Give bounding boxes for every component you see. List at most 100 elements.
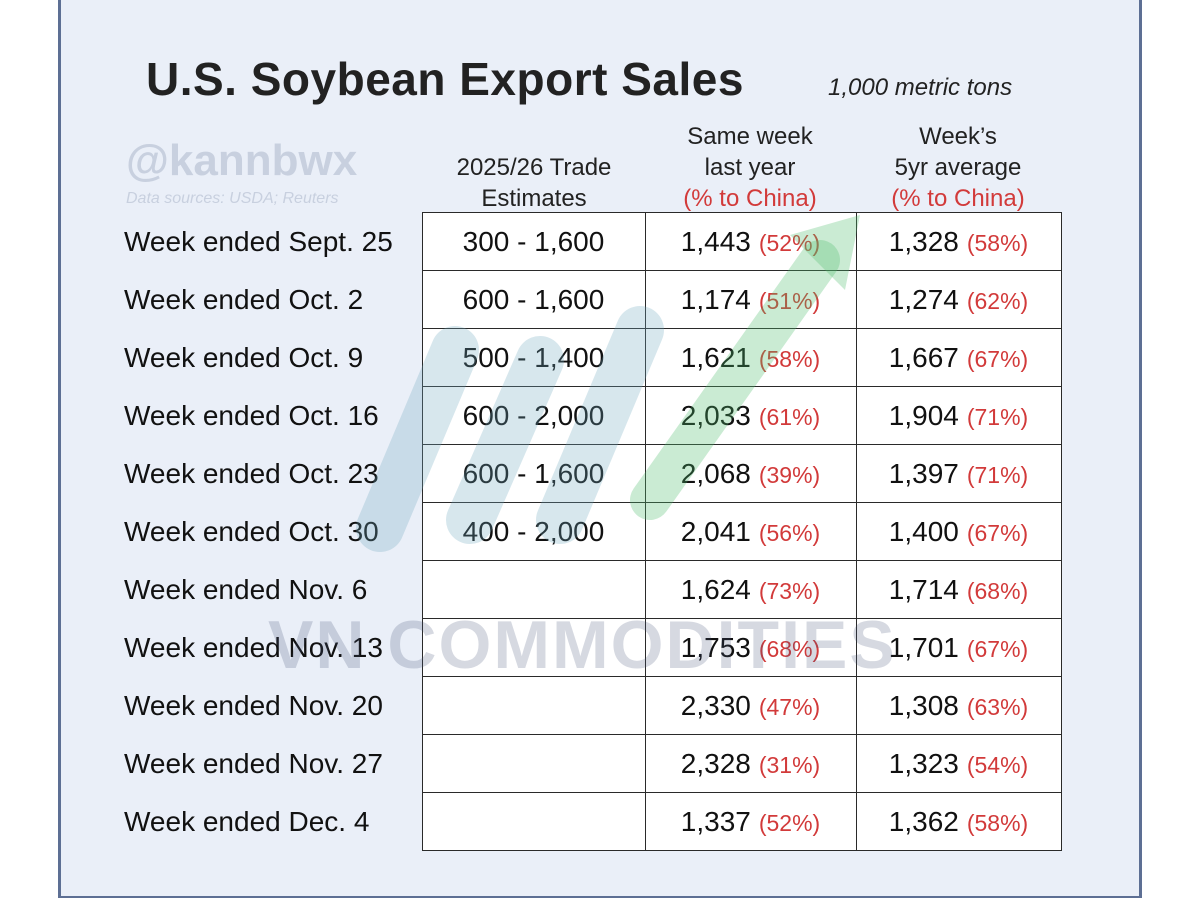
last-year-cell: 2,068 (39%) (644, 444, 857, 503)
column-header-subline: (% to China) (683, 185, 817, 212)
last-year-value: 2,330 (680, 689, 751, 721)
last-year-china-pct: (52%) (758, 809, 821, 836)
five-year-avg-cell: 1,904 (71%) (855, 386, 1062, 445)
last-year-value: 1,624 (680, 573, 751, 605)
five-year-avg-value: 1,714 (888, 573, 959, 605)
week-label: Week ended Oct. 9 (124, 341, 364, 373)
five-year-avg-value: 1,274 (888, 283, 959, 315)
table-row: Week ended Nov. 20 2,330 (47%) 1,308 (63%) (120, 676, 1062, 735)
week-label: Week ended Nov. 13 (124, 631, 383, 663)
watermark-handle: @kannbwx (126, 136, 358, 185)
column-header-last-year: Same week last year (% to China) (646, 121, 854, 214)
last-year-china-pct: (58%) (758, 345, 821, 372)
five-year-avg-value: 1,400 (888, 515, 959, 547)
table-row: Week ended Nov. 6 1,624 (73%) 1,714 (68%) (120, 560, 1062, 619)
column-header-estimates: 2025/26 Trade Estimates (424, 152, 644, 214)
last-year-cell: 2,330 (47%) (644, 676, 857, 735)
table-row: Week ended Nov. 27 2,328 (31%) 1,323 (54%) (120, 734, 1062, 793)
last-year-value: 1,337 (680, 805, 751, 837)
column-header-line: 5yr average (894, 154, 1022, 181)
five-year-avg-value: 1,362 (888, 805, 959, 837)
week-label: Week ended Oct. 16 (124, 399, 379, 431)
last-year-value: 2,328 (680, 747, 751, 779)
export-sales-table: Week ended Sept. 25 300 - 1,600 1,443 (52%)… (120, 212, 1062, 851)
last-year-china-pct: (73%) (758, 577, 821, 604)
last-year-value: 1,174 (680, 283, 751, 315)
last-year-value: 2,033 (681, 400, 751, 431)
last-year-cell: 1,624 (73%) (644, 560, 857, 619)
five-year-avg-china-pct: (63%) (966, 693, 1029, 720)
five-year-avg-china-pct: (58%) (966, 809, 1029, 836)
trade-estimate-cell: 400 - 2,000 (421, 502, 646, 561)
column-header-5yr-average: Week’s 5yr average (% to China) (856, 121, 1060, 214)
trade-estimate-cell (421, 734, 646, 793)
last-year-china-pct: (52%) (758, 229, 821, 256)
five-year-avg-china-pct: (68%) (966, 577, 1029, 604)
table-row: Week ended Oct. 23 600 - 1,600 2,068 (39%) 1… (120, 444, 1062, 503)
trade-estimate-cell: 300 - 1,600 (421, 212, 646, 271)
five-year-avg-cell: 1,323 (54%) (855, 734, 1062, 793)
five-year-avg-value: 1,323 (888, 747, 959, 779)
last-year-china-pct: (47%) (758, 693, 821, 720)
table-row: Week ended Oct. 16 600 - 2,000 2,033 (61%) 1… (120, 386, 1062, 445)
last-year-cell: 2,041 (56%) (644, 502, 857, 561)
five-year-avg-cell: 1,362 (58%) (855, 792, 1062, 851)
last-year-china-pct: (31%) (758, 751, 821, 778)
last-year-cell: 1,337 (52%) (644, 792, 857, 851)
column-header-line: last year (704, 154, 796, 181)
watermark-stroke (536, 306, 664, 544)
five-year-avg-cell: 1,397 (71%) (855, 444, 1062, 503)
week-label: Week ended Nov. 20 (124, 689, 383, 721)
last-year-cell: 2,328 (31%) (644, 734, 857, 793)
watermark-stroke (446, 336, 564, 544)
watermark-sources: Data sources: USDA; Reuters (126, 190, 339, 207)
five-year-avg-china-pct: (67%) (966, 635, 1029, 662)
five-year-avg-china-pct: (67%) (966, 519, 1029, 546)
trade-estimate-cell: 600 - 1,600 (421, 444, 646, 503)
column-header-line: Estimates (481, 185, 587, 212)
five-year-avg-cell: 1,400 (67%) (855, 502, 1062, 561)
five-year-avg-value: 1,701 (888, 631, 959, 663)
five-year-avg-china-pct: (67%) (966, 345, 1029, 372)
five-year-avg-cell: 1,274 (62%) (855, 270, 1062, 329)
trade-estimate-cell (421, 676, 646, 735)
watermark-arrow-shaft (630, 240, 840, 520)
five-year-avg-china-pct: (71%) (966, 403, 1029, 430)
five-year-avg-cell: 1,328 (58%) (855, 212, 1062, 271)
five-year-avg-value: 1,328 (888, 225, 959, 257)
column-header-line: Same week (687, 123, 813, 150)
week-label: Week ended Oct. 23 (124, 457, 379, 489)
last-year-china-pct: (56%) (758, 519, 821, 546)
trade-estimate-cell: 600 - 1,600 (421, 270, 646, 329)
table-row: Week ended Sept. 25 300 - 1,600 1,443 (52%)… (120, 212, 1062, 271)
five-year-avg-china-pct: (62%) (966, 287, 1029, 314)
last-year-china-pct: (68%) (758, 635, 821, 662)
table-row: Week ended Oct. 30 400 - 2,000 2,041 (56%) 1… (120, 502, 1062, 561)
unit-label: 1,000 metric tons (828, 74, 1013, 101)
five-year-avg-china-pct: (71%) (966, 461, 1029, 488)
week-label: Week ended Nov. 27 (124, 747, 383, 779)
last-year-cell: 1,443 (52%) (644, 212, 857, 271)
week-label: Week ended Oct. 30 (124, 515, 379, 547)
trade-estimate-cell (421, 560, 646, 619)
last-year-cell: 1,621 (58%) (644, 328, 857, 387)
five-year-avg-china-pct: (54%) (966, 751, 1029, 778)
last-year-value: 2,068 (680, 457, 751, 489)
five-year-avg-cell: 1,667 (67%) (855, 328, 1062, 387)
five-year-avg-china-pct: (58%) (966, 229, 1029, 256)
five-year-avg-cell: 1,714 (68%) (855, 560, 1062, 619)
chart-title: U.S. Soybean Export Sales (146, 53, 744, 105)
last-year-value: 2,041 (680, 515, 751, 547)
five-year-avg-value: 1,904 (888, 399, 959, 431)
column-header-subline: (% to China) (891, 185, 1025, 212)
last-year-china-pct: (61%) (758, 403, 821, 430)
last-year-china-pct: (51%) (759, 288, 820, 314)
five-year-avg-cell: 1,308 (63%) (855, 676, 1062, 735)
last-year-value: 1,443 (680, 225, 751, 257)
table-row: Week ended Nov. 13 1,753 (68%) 1,701 (67%) (120, 618, 1062, 677)
table-row: Week ended Oct. 2 600 - 1,600 1,174 (51%) 1,… (120, 270, 1062, 329)
week-label: Week ended Oct. 2 (124, 283, 364, 315)
watermark-stroke (356, 326, 479, 552)
